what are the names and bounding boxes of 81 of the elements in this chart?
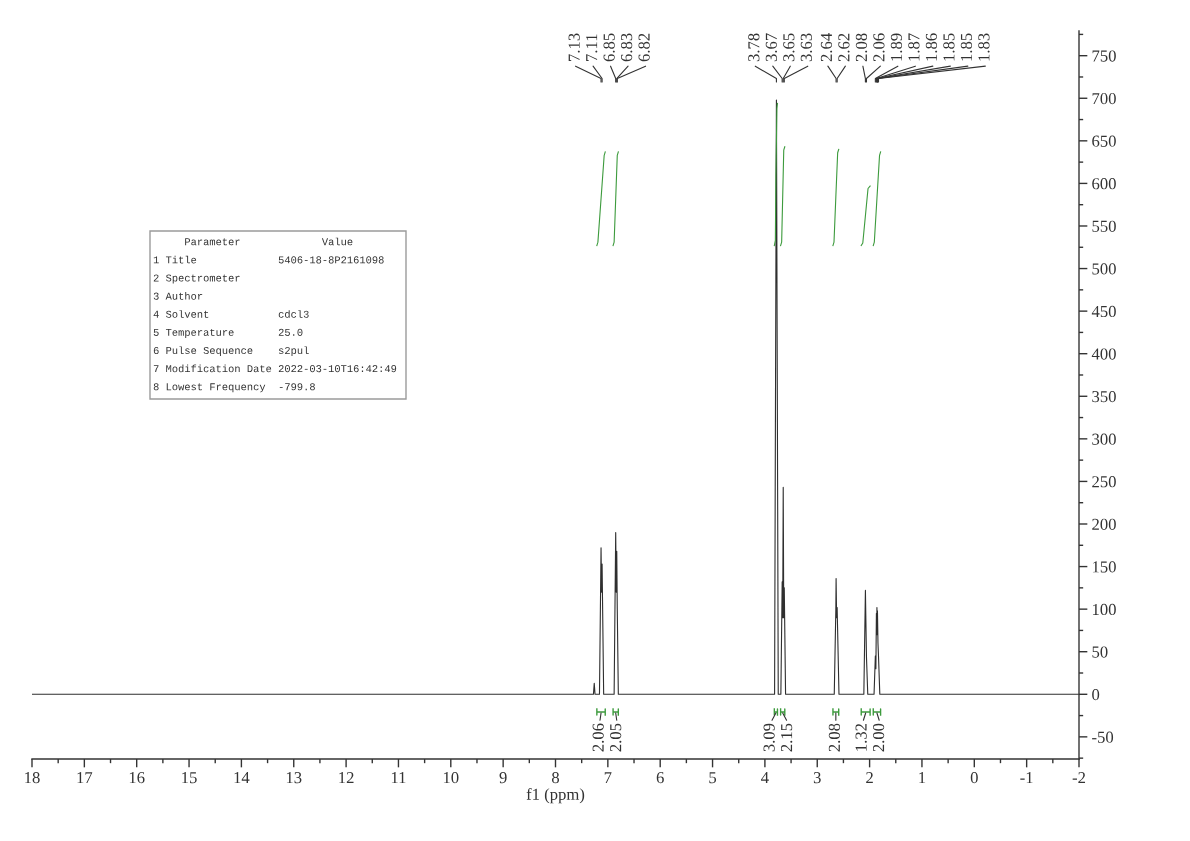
- annotation: 2.15: [781, 723, 793, 752]
- annotation: 3.63: [800, 33, 813, 62]
- y-tick-label: 400: [1091, 348, 1116, 360]
- annotation: 2.06: [873, 33, 885, 62]
- annotation: 8 Lowest Frequency -799.8: [153, 383, 315, 393]
- annotation: 6 Pulse Sequence s2pul: [153, 346, 309, 357]
- y-tick-label: 350: [1092, 390, 1116, 403]
- x-tick-label: -2: [1072, 772, 1086, 784]
- line-series: [612, 151, 619, 247]
- x-tick-label: 18: [25, 771, 40, 784]
- y-tick-label: 450: [1091, 305, 1116, 318]
- line-series: [872, 151, 882, 247]
- annotation: 7.13: [568, 33, 580, 61]
- annotation: 1.83: [978, 33, 990, 61]
- annotation: 2.00: [872, 723, 885, 752]
- x-tick-label: 3: [813, 772, 821, 784]
- y-tick-label: 250: [1092, 476, 1116, 488]
- x-tick-label: 15: [182, 772, 197, 784]
- annotation: 3.67: [765, 33, 778, 62]
- x-tick-label: 11: [391, 772, 406, 784]
- annotation: Parameter Value: [185, 237, 353, 246]
- x-tick-label: 9: [499, 772, 507, 784]
- y-tick-label: 650: [1092, 135, 1116, 147]
- line-series: [832, 148, 840, 247]
- x-tick-label: 7: [604, 772, 612, 784]
- annotation: 2.08: [855, 33, 868, 62]
- y-tick-label: 500: [1092, 263, 1116, 275]
- y-tick-label: 750: [1092, 50, 1116, 62]
- annotation: 1.86: [925, 33, 938, 61]
- annotation: 1.85: [943, 33, 955, 61]
- annotation: 2.06: [592, 723, 604, 752]
- x-tick-label: 13: [286, 772, 302, 784]
- annotation: 2.08: [828, 723, 841, 752]
- annotation: 5 Temperature 25.0: [153, 328, 303, 338]
- x-tick-label: 12: [339, 772, 354, 784]
- annotation: 1.32: [855, 723, 867, 751]
- x-tick-label: 6: [656, 772, 664, 784]
- line-series: [773, 102, 779, 247]
- annotation: 6.83: [621, 33, 633, 62]
- annotation: 3 Author: [153, 292, 203, 300]
- y-tick-label: 0: [1092, 688, 1100, 701]
- annotation: 2 Spectrometer: [153, 274, 240, 284]
- x-axis-title: f1 (ppm): [526, 788, 585, 804]
- y-tick-label: -50: [1092, 731, 1114, 743]
- annotation: 3.65: [783, 33, 795, 62]
- x-tick-label: 17: [77, 772, 93, 784]
- annotation: 1.89: [890, 33, 903, 61]
- annotation: 7 Modification Date 2022-03-10T16:42:49: [153, 364, 397, 373]
- y-tick-label: 100: [1092, 603, 1116, 616]
- annotation: 2.05: [610, 723, 622, 752]
- y-tick-label: 50: [1092, 646, 1108, 658]
- annotation: 2.64: [820, 33, 833, 62]
- x-tick-label: 2: [866, 772, 873, 784]
- annotation: 1 Title 5406-18-8P2161098: [153, 255, 384, 264]
- x-tick-label: 1: [919, 772, 926, 784]
- annotation: 4 Solvent cdcl3: [153, 310, 309, 318]
- y-tick-label: 300: [1092, 433, 1116, 445]
- annotation: 3.09: [763, 723, 775, 752]
- annotation: 6.82: [638, 33, 650, 62]
- x-tick-label: 16: [129, 772, 145, 784]
- x-tick-label: 0: [970, 771, 978, 784]
- x-tick-label: 4: [761, 772, 769, 784]
- y-tick-label: 200: [1092, 518, 1116, 530]
- x-tick-label: 10: [443, 771, 459, 784]
- x-tick-label: 8: [551, 771, 560, 784]
- y-tick-label: 150: [1092, 561, 1116, 573]
- annotation: 2.62: [838, 33, 850, 62]
- annotation: 1.85: [960, 33, 973, 61]
- y-tick-label: 600: [1092, 178, 1116, 190]
- line-series: [596, 151, 606, 247]
- annotation: 1.87: [908, 33, 920, 61]
- y-tick-label: 550: [1092, 220, 1116, 232]
- x-tick-label: 5: [709, 772, 717, 784]
- y-tick-label: 700: [1092, 92, 1116, 105]
- line-series: [780, 146, 786, 247]
- annotation: 6.85: [603, 33, 615, 62]
- annotation: 3.78: [748, 33, 760, 62]
- line-series: [860, 185, 871, 247]
- x-tick-label: -1: [1020, 772, 1033, 784]
- annotation: 7.11: [586, 34, 598, 61]
- x-tick-label: 14: [234, 772, 250, 784]
